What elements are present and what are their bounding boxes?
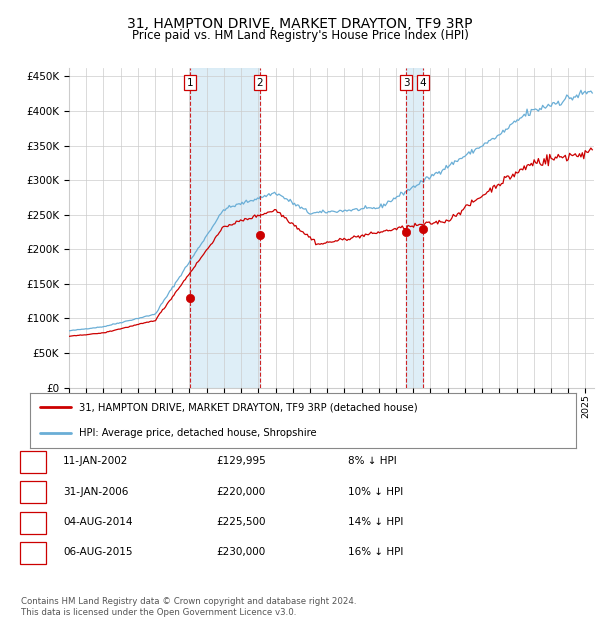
Text: 8% ↓ HPI: 8% ↓ HPI [348,456,397,466]
Text: 2: 2 [29,487,37,497]
Text: 1: 1 [187,78,193,87]
Text: 10% ↓ HPI: 10% ↓ HPI [348,487,403,497]
Text: 14% ↓ HPI: 14% ↓ HPI [348,517,403,527]
Text: 4: 4 [29,547,37,557]
Text: HPI: Average price, detached house, Shropshire: HPI: Average price, detached house, Shro… [79,428,317,438]
Text: 31-JAN-2006: 31-JAN-2006 [63,487,128,497]
Text: 2: 2 [256,78,263,87]
Text: 31, HAMPTON DRIVE, MARKET DRAYTON, TF9 3RP: 31, HAMPTON DRIVE, MARKET DRAYTON, TF9 3… [127,17,473,32]
Text: Contains HM Land Registry data © Crown copyright and database right 2024.
This d: Contains HM Land Registry data © Crown c… [21,598,356,617]
Text: £230,000: £230,000 [216,547,265,557]
Text: 16% ↓ HPI: 16% ↓ HPI [348,547,403,557]
Text: 1: 1 [29,456,37,466]
Text: 31, HAMPTON DRIVE, MARKET DRAYTON, TF9 3RP (detached house): 31, HAMPTON DRIVE, MARKET DRAYTON, TF9 3… [79,402,418,412]
Text: £220,000: £220,000 [216,487,265,497]
Text: Price paid vs. HM Land Registry's House Price Index (HPI): Price paid vs. HM Land Registry's House … [131,29,469,42]
Text: 3: 3 [29,517,37,527]
Text: 11-JAN-2002: 11-JAN-2002 [63,456,128,466]
Text: £129,995: £129,995 [216,456,266,466]
Bar [190,68,260,388]
Text: 04-AUG-2014: 04-AUG-2014 [63,517,133,527]
Text: 3: 3 [403,78,409,87]
Text: £225,500: £225,500 [216,517,265,527]
Bar [406,68,423,388]
Text: 06-AUG-2015: 06-AUG-2015 [63,547,133,557]
Text: 4: 4 [420,78,427,87]
